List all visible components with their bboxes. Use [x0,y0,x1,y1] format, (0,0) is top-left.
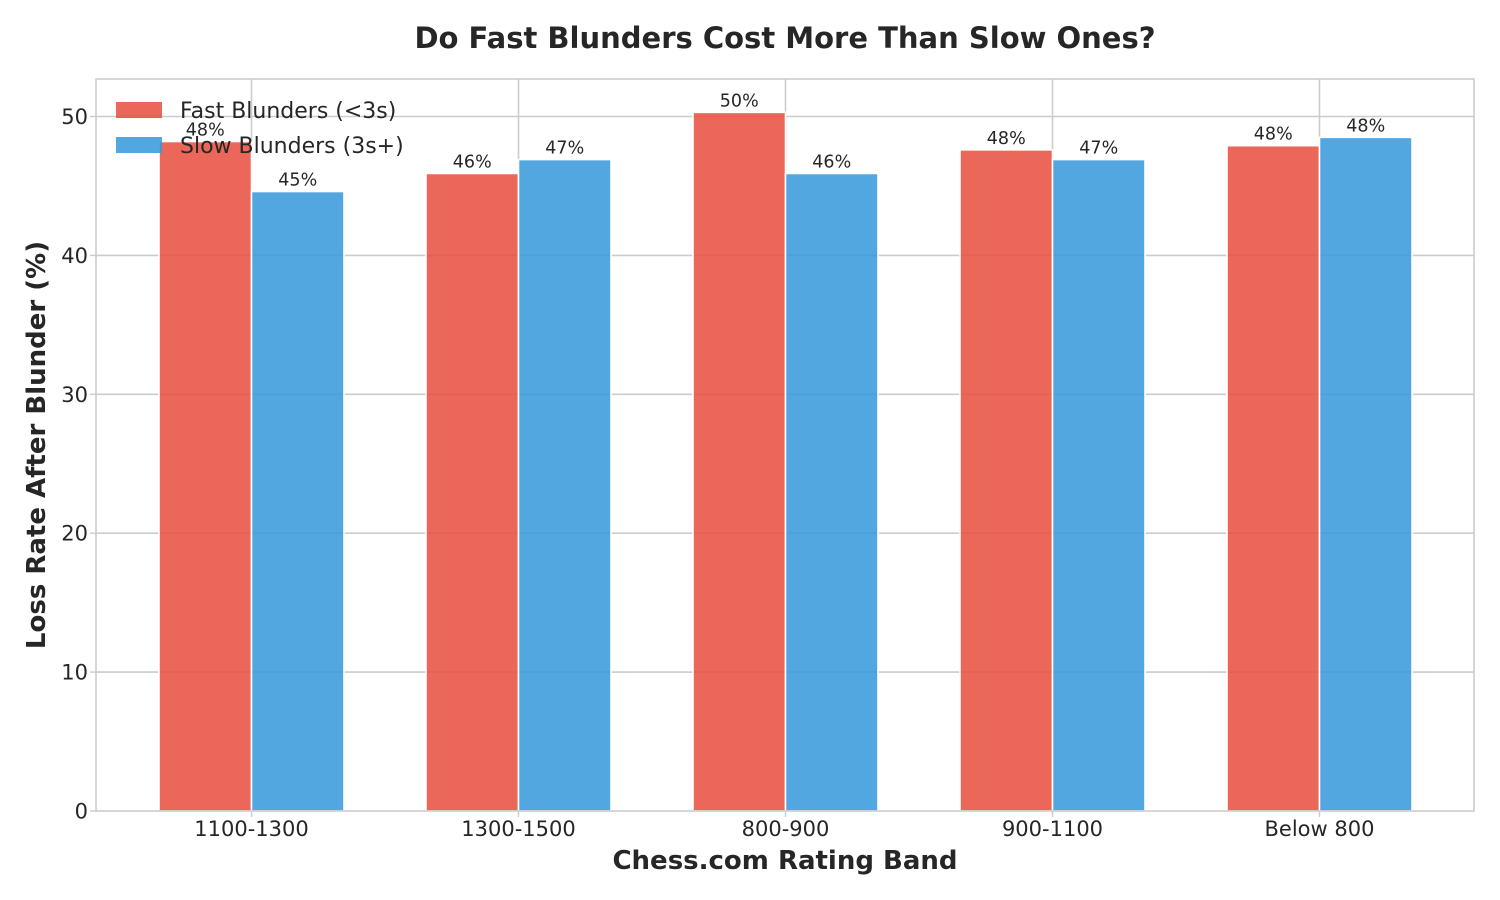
x-tick-label: 1300-1500 [461,817,575,841]
bars [158,111,1413,812]
data-label: 48% [987,129,1026,149]
data-label: 47% [1079,139,1118,159]
legend-swatch [116,102,162,118]
x-tick-label: 1100-1300 [194,817,308,841]
data-label: 47% [545,139,584,159]
y-tick-label: 40 [61,244,88,268]
y-tick-label: 50 [61,105,88,129]
y-tick-label: 30 [61,383,88,407]
data-label: 45% [278,171,317,191]
legend-swatch [116,137,162,153]
x-tick-label: 900-1100 [1002,817,1103,841]
data-label: 50% [720,91,759,111]
bar-fast [692,111,787,812]
bar-fast [959,149,1054,812]
legend-label: Fast Blunders (<3s) [180,99,396,124]
data-label: 48% [1254,125,1293,145]
legend: Fast Blunders (<3s) Slow Blunders (3s+) [116,99,404,159]
bar-fast [1226,144,1321,812]
y-axis-label: Loss Rate After Blunder (%) [22,241,52,649]
y-tick-label: 10 [61,661,88,685]
bar-fast [158,140,253,812]
bar-slow [1318,136,1413,812]
y-axis-ticks: 0 10 20 30 40 50 [61,105,96,824]
legend-label: Slow Blunders (3s+) [180,134,404,159]
y-tick-label: 20 [61,522,88,546]
data-label: 48% [1346,116,1385,136]
bar-fast [425,172,520,812]
data-labels: 48% 46% 50% 48% 48% 45% 47% 46% 47% 48% [186,91,1385,190]
bar-slow [517,158,612,812]
x-axis-ticks: 1100-1300 1300-1500 800-900 900-1100 Below 8… [194,811,1374,841]
bar-slow [250,190,345,812]
x-tick-label: Below 800 [1265,817,1375,841]
chart-title: Do Fast Blunders Cost More Than Slow One… [414,21,1155,55]
bar-slow [784,172,879,812]
x-axis-label: Chess.com Rating Band [612,846,957,876]
y-tick-label: 0 [75,800,88,824]
data-label: 46% [812,152,851,172]
bar-slow [1051,158,1146,812]
data-label: 46% [453,152,492,172]
data-label: 48% [186,121,225,141]
x-tick-label: 800-900 [742,817,830,841]
